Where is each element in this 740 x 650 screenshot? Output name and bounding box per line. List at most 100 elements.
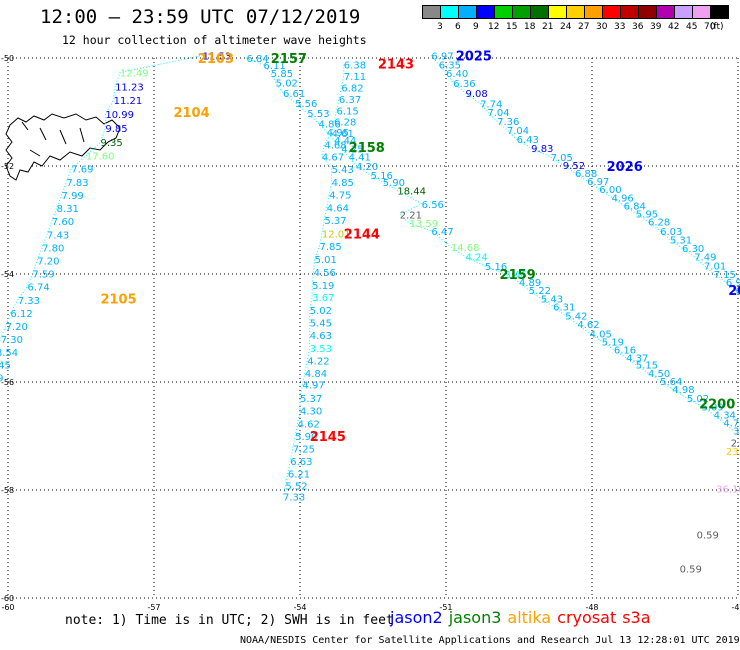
swh-value: 5.95	[636, 210, 658, 221]
satellite-track	[431, 54, 740, 296]
swh-value: 4.85	[332, 178, 354, 189]
swh-value: 6.35	[439, 60, 461, 71]
swh-value: 5.15	[636, 361, 658, 372]
swh-value: 5.19	[602, 338, 624, 349]
swh-value: 5.53	[307, 109, 329, 120]
swh-value: 7.04	[487, 108, 509, 119]
colorbar-label: 3	[437, 22, 443, 32]
swh-value: 11.21	[114, 96, 143, 107]
swh-value: 6.56	[422, 200, 444, 211]
swh-value: 7.15	[714, 270, 736, 281]
swh-value: 4.64	[327, 204, 349, 215]
swh-value: 6.47	[431, 227, 453, 238]
colorbar-label: 18	[524, 22, 536, 32]
colorbar-legend: 3 6 9 12 15 18 21 24 27 30 33 36 39 42 45 70 (ft)	[422, 5, 729, 32]
satellite-track	[0, 54, 203, 343]
swh-value: 18.44	[397, 186, 426, 197]
swh-value: 5.85	[271, 69, 293, 80]
longitude-tick-label: -45	[731, 603, 740, 612]
swh-value: 6.31	[553, 302, 575, 313]
swh-value: 5.90	[383, 178, 405, 189]
satellite-track	[282, 64, 345, 497]
swh-value: 4.95	[327, 128, 349, 139]
swh-value: 7.85	[319, 242, 341, 253]
swh-value: 7.36	[497, 117, 519, 128]
swh-value: 7.20	[6, 322, 28, 333]
pass-time-label: 2157	[271, 52, 307, 67]
swh-value: 5.64	[660, 377, 682, 388]
colorbar-label: 9	[473, 22, 479, 32]
swh-value: 4.68	[324, 140, 346, 151]
swh-value: 4.84	[305, 369, 327, 380]
pass-time-label: 2144	[344, 228, 380, 243]
swh-value: 5.43	[332, 165, 354, 176]
swh-value: 4.25	[341, 145, 363, 156]
swh-value: 5.16	[485, 262, 507, 273]
pass-time-label: 2159	[500, 268, 536, 283]
swh-value: 7.83	[66, 178, 88, 189]
swh-value: 6.94	[726, 278, 740, 289]
legend-jason2: jason2	[390, 608, 443, 627]
swh-value: 5.37	[300, 394, 322, 405]
colorbar-label: 24	[560, 22, 572, 32]
swh-value: 6.97	[431, 51, 453, 62]
colorbar-label: 15	[506, 22, 518, 32]
swh-value: 2.21	[400, 211, 422, 222]
swh-value: 3.46	[504, 270, 526, 281]
swh-value: 4.98	[672, 385, 694, 396]
swh-value: 5.09	[702, 402, 724, 413]
legend-s3a: s3a	[622, 608, 651, 627]
satellite-track	[246, 57, 734, 431]
swh-value: 6.97	[587, 177, 609, 188]
swh-value: 6.84	[624, 201, 646, 212]
legend-altika: altika	[507, 608, 552, 627]
swh-value: 6.74	[27, 282, 49, 293]
swh-value: 7.80	[42, 244, 64, 255]
pass-time-label: 2105	[100, 292, 136, 307]
swh-value: 0.59	[680, 564, 702, 575]
swh-value: 4.89	[519, 278, 541, 289]
swh-value: 4.50	[648, 369, 670, 380]
swh-value: 7.74	[480, 99, 502, 110]
colorbar-label: 36	[632, 22, 644, 32]
colorbar-unit: (ft)	[710, 22, 724, 32]
swh-value: 6.28	[334, 118, 356, 129]
longitude-tick-label: -54	[293, 603, 306, 612]
swh-value: 4.05	[590, 329, 612, 340]
swh-value: 4.30	[300, 407, 322, 418]
credit-line: NOAA/NESDIS Center for Satellite Applica…	[240, 635, 740, 646]
colorbar-label: 45	[686, 22, 698, 32]
longitude-tick-label: -57	[147, 603, 160, 612]
pass-time-label: 2026	[607, 160, 643, 175]
swh-value: 9.08	[465, 89, 487, 100]
swh-value: 3.	[733, 427, 740, 438]
swh-value: 4.56	[314, 268, 336, 279]
swh-value: 4.75	[329, 191, 351, 202]
colorbar-label: 12	[488, 22, 500, 32]
map-background	[8, 58, 740, 600]
pass-time-label: 2104	[173, 106, 209, 121]
swh-value: 6.00	[599, 185, 621, 196]
swh-value: 6.21	[288, 469, 310, 480]
swh-value: 7.45	[0, 361, 11, 372]
swh-value: 7.49	[694, 253, 716, 264]
swh-value: 5.31	[670, 235, 692, 246]
swh-value: 23.0	[726, 447, 740, 458]
satellite-legend: jason2 jason3 altika cryosat s3a	[390, 608, 657, 627]
swh-value: 4.67	[322, 152, 344, 163]
swh-value: 5.52	[285, 482, 307, 493]
pass-time-label: 2145	[310, 430, 346, 445]
swh-value: 4.77	[723, 419, 740, 430]
swh-value: 7.43	[47, 231, 69, 242]
swh-value: 0.59	[697, 530, 719, 541]
altimeter-tracks: 11.53 12.49 11.23 11.21 10.99 9.85 9.35 17.60 7.…	[0, 51, 740, 575]
swh-value: 5.01	[315, 255, 337, 266]
swh-value: 8.31	[57, 204, 79, 215]
colorbar-label: 30	[596, 22, 608, 32]
swh-value: 5.37	[324, 216, 346, 227]
swh-value: 36.16	[716, 484, 740, 495]
pass-time-label: 2158	[349, 141, 385, 156]
colorbar-label: 42	[668, 22, 680, 32]
colorbar-label: 70	[704, 22, 716, 32]
